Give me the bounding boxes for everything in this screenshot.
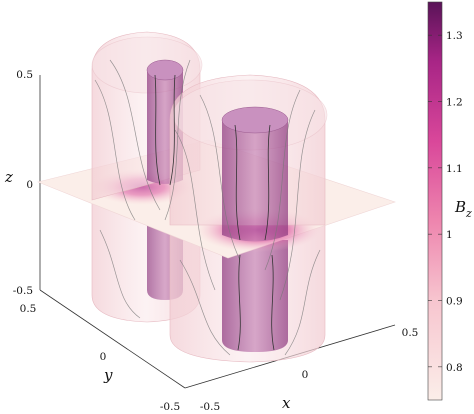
z-tick-top: 0.5 — [16, 69, 33, 81]
colorbar-label: Bz — [454, 198, 472, 220]
z-tick-mid: 0 — [26, 179, 33, 191]
z-tick-bottom: -0.5 — [13, 285, 33, 297]
x-tick-2: 0 — [302, 369, 309, 381]
colorbar-gradient — [427, 1, 443, 401]
colorbar-tick-label: 1.1 — [446, 163, 463, 175]
colorbar-tick-label: 1.3 — [446, 30, 463, 42]
y-tick-1: 0.5 — [20, 303, 37, 315]
x-ticks: -0.5 0 0.5 — [200, 327, 418, 413]
field-lines — [94, 59, 321, 356]
z-ticks: 0.5 0 -0.5 — [13, 69, 33, 297]
colorbar-ticks: 1.3 1.2 1.1 1 0.9 0.8 — [428, 30, 463, 374]
colorbar-label-sub: z — [465, 207, 472, 220]
y-axis-line — [39, 289, 186, 389]
colorbar: 1.3 1.2 1.1 1 0.9 0.8 Bz — [427, 1, 472, 401]
tube-2-upper — [169, 74, 328, 242]
z-axis-label: z — [4, 168, 13, 186]
colorbar-tick-label: 0.8 — [446, 362, 463, 374]
colorbar-label-main: B — [454, 198, 466, 216]
x-axis-label: x — [282, 394, 291, 412]
inner-field-lines — [154, 74, 275, 351]
y-tick-3: -0.5 — [160, 401, 180, 413]
y-ticks: 0.5 0 -0.5 — [20, 303, 180, 413]
x-tick-3: 0.5 — [402, 327, 419, 339]
y-tick-2: 0 — [100, 351, 107, 363]
x-tick-1: -0.5 — [200, 401, 220, 413]
colorbar-tick-label: 0.9 — [446, 296, 463, 308]
colorbar-tick-label: 1 — [446, 229, 453, 241]
y-axis-label: y — [103, 366, 113, 384]
colorbar-tick-label: 1.2 — [446, 97, 463, 109]
